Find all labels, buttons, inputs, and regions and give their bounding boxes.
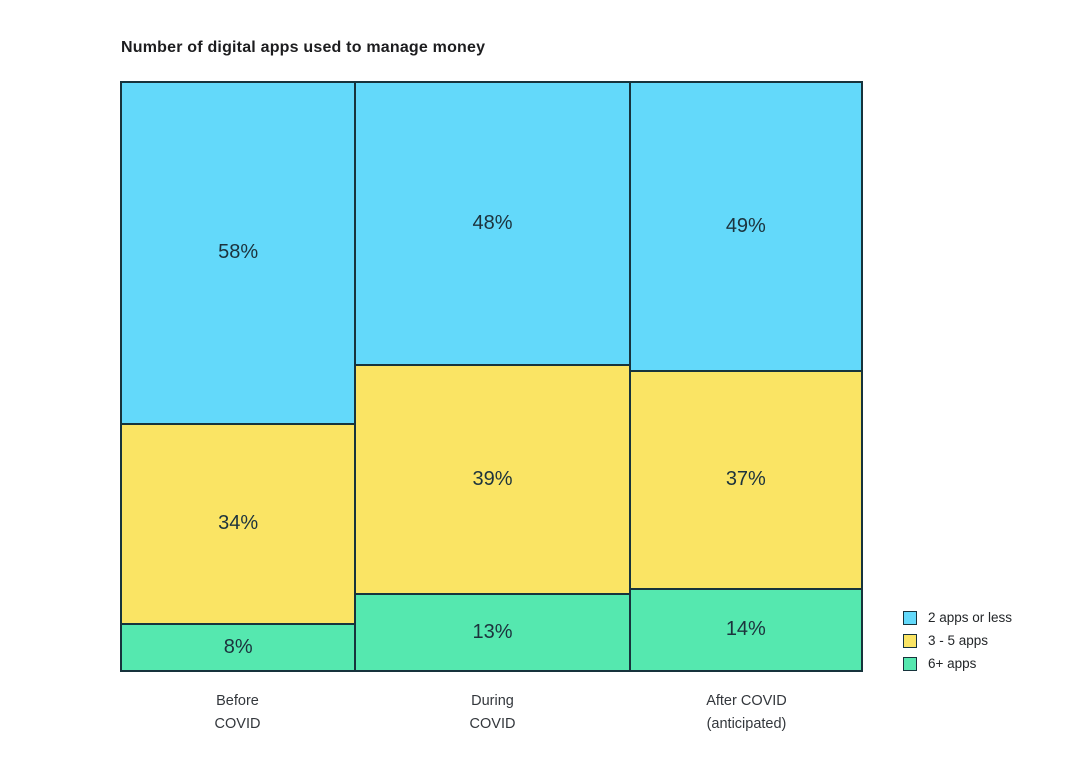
legend-swatch-icon bbox=[903, 610, 917, 625]
x-axis-label-before-covid: Before COVID bbox=[120, 690, 355, 736]
legend-label: 3 - 5 apps bbox=[928, 633, 989, 648]
segment-value-label: 13% bbox=[472, 621, 513, 644]
segment-value-label: 58% bbox=[218, 241, 259, 264]
x-axis-label-after-covid-anticipated: After COVID (anticipated) bbox=[630, 690, 863, 736]
legend: 2 apps or less 3 - 5 apps 6+ apps bbox=[903, 606, 1012, 675]
segment-3-5-apps-after-covid-anticipated: 37% bbox=[629, 370, 863, 589]
segment-3-5-apps-before-covid: 34% bbox=[121, 423, 356, 624]
segment-value-label: 34% bbox=[218, 512, 259, 535]
segment-value-label: 39% bbox=[472, 468, 513, 491]
legend-item-6-apps: 6+ apps bbox=[903, 652, 1012, 675]
x-axis-label-line: (anticipated) bbox=[706, 716, 787, 732]
segment-3-5-apps-during-covid: 39% bbox=[355, 364, 630, 595]
x-axis-label-line: COVID bbox=[469, 716, 516, 732]
segment-value-label: 49% bbox=[725, 214, 766, 237]
segment-6-apps-during-covid: 13% bbox=[355, 594, 630, 671]
segment-value-label: 14% bbox=[725, 618, 766, 641]
segment-6-apps-after-covid-anticipated: 14% bbox=[629, 588, 863, 671]
bar-column-before-covid: 58% 34% 8% bbox=[121, 82, 356, 671]
segment-2-apps-or-less-before-covid: 58% bbox=[121, 82, 356, 424]
legend-label: 6+ apps bbox=[928, 656, 977, 671]
bar-column-during-covid: 48% 39% 13% bbox=[355, 82, 630, 671]
mosaic-chart: 58% 34% 8% 48% 39% 13% 49% 37% 14% bbox=[120, 81, 863, 672]
segment-6-apps-before-covid: 8% bbox=[121, 623, 356, 671]
legend-item-3-5-apps: 3 - 5 apps bbox=[903, 629, 1012, 652]
segment-2-apps-or-less-during-covid: 48% bbox=[355, 82, 630, 365]
legend-swatch-icon bbox=[903, 656, 917, 671]
x-axis-label-during-covid: During COVID bbox=[355, 690, 630, 736]
x-axis-labels: Before COVID During COVID After COVID (antici… bbox=[120, 690, 863, 736]
segment-value-label: 37% bbox=[725, 468, 766, 491]
segment-value-label: 48% bbox=[472, 211, 513, 234]
x-axis-label-line: After COVID bbox=[706, 693, 787, 709]
chart-title: Number of digital apps used to manage mo… bbox=[121, 39, 486, 56]
legend-label: 2 apps or less bbox=[928, 610, 1013, 625]
legend-swatch-icon bbox=[903, 633, 917, 648]
x-axis-label-line: During bbox=[471, 693, 514, 709]
x-axis-label-line: COVID bbox=[214, 716, 261, 732]
x-axis-label-line: Before bbox=[216, 693, 259, 709]
segment-value-label: 8% bbox=[223, 635, 253, 658]
bar-column-after-covid-anticipated: 49% 37% 14% bbox=[629, 82, 863, 671]
segment-2-apps-or-less-after-covid-anticipated: 49% bbox=[629, 82, 863, 371]
legend-item-2-apps-or-less: 2 apps or less bbox=[903, 606, 1012, 629]
